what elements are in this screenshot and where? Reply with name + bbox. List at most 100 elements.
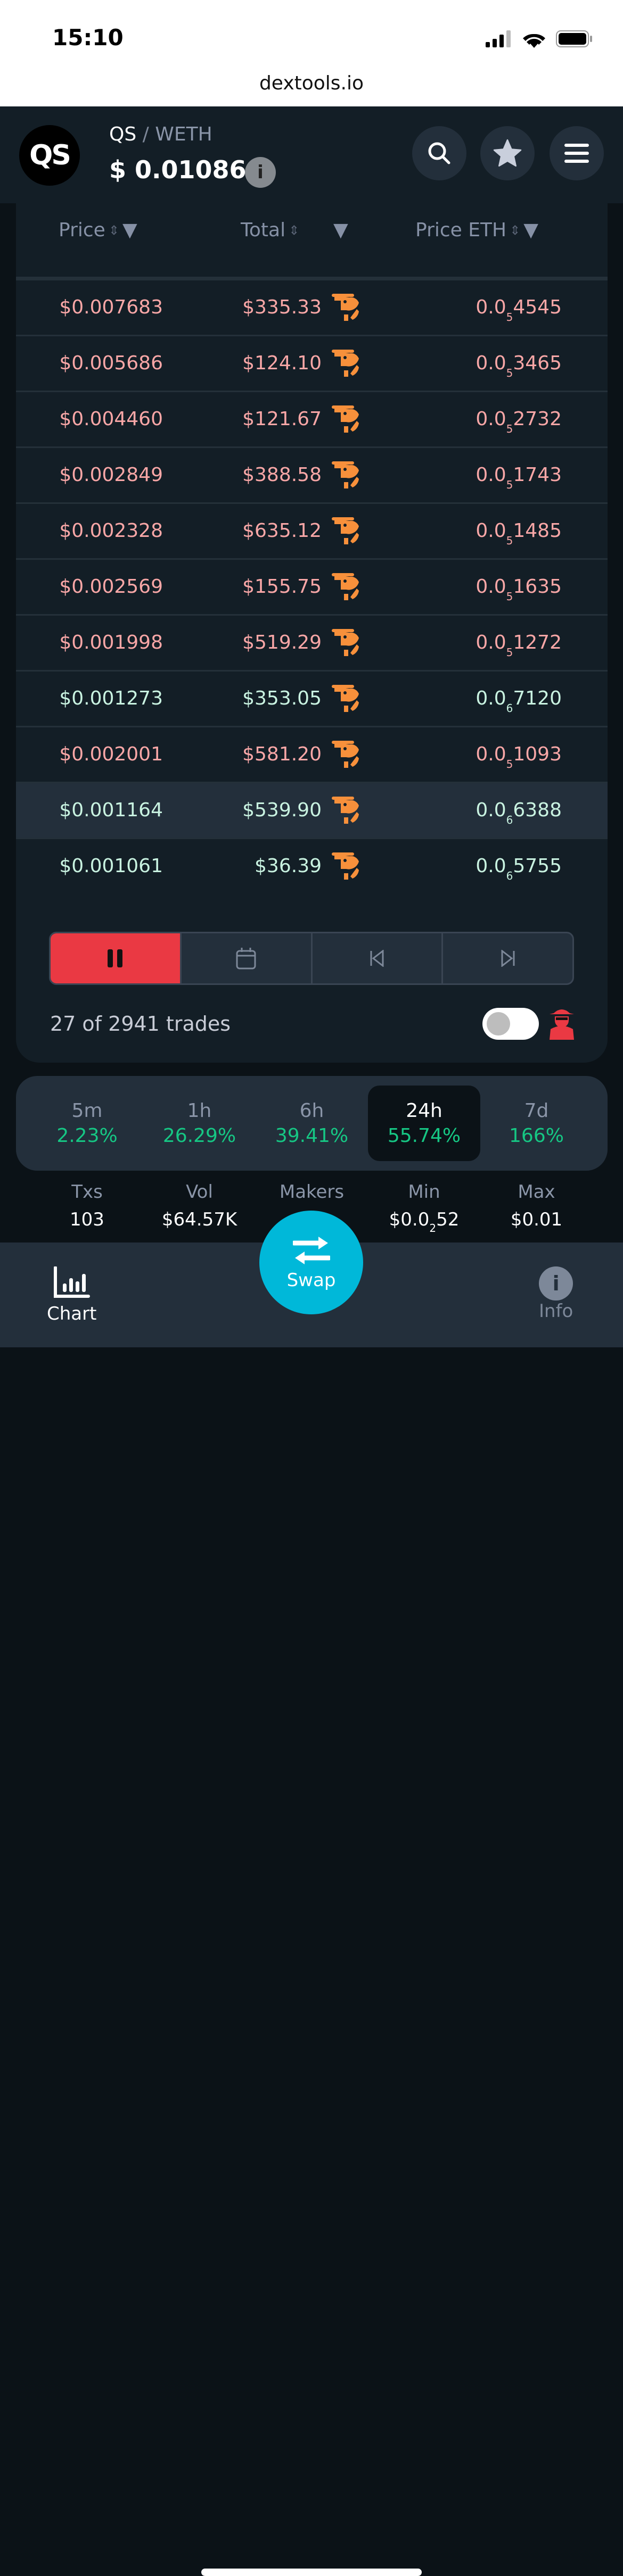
pause-button[interactable] [51,933,182,983]
trade-total: $124.10 [242,352,322,374]
maker-filter-icon[interactable]: ▼ [333,219,348,241]
shrimp-icon [332,350,359,377]
timeframe-24h[interactable]: 24h 55.74% [368,1086,480,1161]
skip-back-icon [370,950,384,967]
table-row[interactable]: $0.001061 $36.39 0.065755 [16,838,608,893]
shrimp-icon [332,629,359,656]
url-bar[interactable]: dextools.io [259,72,364,94]
timeframe-change: 2.23% [56,1125,118,1147]
clock: 15:10 [52,24,124,51]
trade-total: $581.20 [242,743,322,765]
trade-price-eth: 0.065755 [476,855,562,882]
date-picker-button[interactable] [182,933,313,983]
previous-button[interactable] [313,933,444,983]
shrimp-icon [332,517,359,544]
trade-price: $0.004460 [59,408,163,430]
swap-arrows-icon [292,1236,330,1264]
sort-icon[interactable]: ⇕ [510,222,521,238]
trade-price-eth: 0.051485 [476,520,562,547]
token-header: QS QS / WETH $ 0.01086 i [0,106,623,203]
spy-icon[interactable] [548,1006,575,1040]
column-price[interactable]: Price ⇕ ▼ [59,219,137,241]
trade-price-eth: 0.051743 [476,464,562,491]
stat-value: $64.57K [161,1209,237,1230]
timeframe-change: 55.74% [387,1125,461,1147]
column-price-eth[interactable]: Price ETH ⇕ ▼ [415,219,538,241]
column-total[interactable]: Total ⇕ [241,219,300,241]
table-row[interactable]: $0.002569 $155.75 0.051635 [16,558,608,614]
info-icon: i [539,1266,573,1301]
nav-chart-label: Chart [47,1303,97,1324]
table-row[interactable]: $0.001164 $539.90 0.066388 [16,782,608,838]
stat-txs: Txs 103 [31,1181,143,1230]
timeframe-7d[interactable]: 7d 166% [480,1086,593,1161]
swap-label: Swap [286,1269,336,1291]
table-row[interactable]: $0.004460 $121.67 0.052732 [16,391,608,446]
stat-label: Vol [186,1181,213,1203]
shrimp-icon [332,573,359,600]
stat-value: $0.0252 [389,1209,460,1235]
pause-icon [108,949,123,967]
trade-price: $0.002849 [59,464,163,486]
stat-makers: Makers [256,1181,368,1230]
next-button[interactable] [443,933,572,983]
timeframe-6h[interactable]: 6h 39.41% [256,1086,368,1161]
timeframe-label: 5m [71,1100,103,1122]
token-price: $ 0.01086 [109,155,247,184]
timeframe-5m[interactable]: 5m 2.23% [31,1086,143,1161]
table-row[interactable]: $0.001998 $519.29 0.051272 [16,614,608,670]
nav-info[interactable]: i Info [539,1266,573,1322]
menu-button[interactable] [550,126,604,180]
nav-info-label: Info [539,1301,573,1322]
table-row[interactable]: $0.007683 $335.33 0.054545 [16,279,608,335]
shrimp-icon [332,405,359,433]
favorite-button[interactable] [480,126,535,180]
home-indicator [201,2569,422,2576]
star-icon [493,139,522,167]
trade-total: $635.12 [242,520,322,542]
stats-row: Txs 103 Vol $64.57K Makers Min $0.0252 Max $0.01 [16,1181,608,1235]
trade-total: $388.58 [242,464,322,486]
table-row[interactable]: $0.005686 $124.10 0.053465 [16,335,608,391]
hide-bots-toggle[interactable] [482,1008,539,1040]
trades-panel: Price ⇕ ▼ Total ⇕ ▼ Price ETH ⇕ ▼ $0.007683 $… [16,203,608,1063]
trade-price-eth: 0.054545 [476,296,562,324]
shrimp-icon [332,461,359,488]
sort-icon[interactable]: ⇕ [108,222,119,238]
trade-price: $0.002569 [59,576,163,598]
timeframe-1h[interactable]: 1h 26.29% [143,1086,256,1161]
timeframe-label: 7d [524,1100,549,1122]
stat-max: Max $0.01 [480,1181,593,1230]
trade-price-eth: 0.053465 [476,352,562,379]
table-row[interactable]: $0.002849 $388.58 0.051743 [16,446,608,502]
stat-value: 103 [70,1209,104,1230]
search-button[interactable] [412,126,466,180]
timeframe-label: 6h [299,1100,324,1122]
trade-total: $539.90 [242,799,322,821]
table-row[interactable]: $0.002001 $581.20 0.051093 [16,726,608,782]
shrimp-icon [332,685,359,712]
table-row[interactable]: $0.002328 $635.12 0.051485 [16,502,608,558]
table-row[interactable]: $0.001273 $353.05 0.067120 [16,670,608,726]
filter-icon[interactable]: ▼ [523,219,538,241]
swap-button[interactable]: Swap [259,1211,363,1314]
price-info-icon[interactable]: i [245,157,276,188]
trade-price-eth: 0.066388 [476,799,562,826]
trade-total: $335.33 [242,296,322,318]
trades-table: $0.007683 $335.33 0.054545 $0.005686 $124… [16,277,608,893]
trade-total: $519.29 [242,632,322,653]
sort-icon[interactable]: ⇕ [289,222,300,238]
shrimp-icon [332,741,359,768]
token-logo: QS [19,125,80,186]
timeframe-change: 166% [509,1125,564,1147]
trade-price-eth: 0.052732 [476,408,562,435]
nav-chart[interactable]: Chart [47,1266,96,1324]
shrimp-icon [332,852,359,880]
hamburger-icon [564,144,589,163]
timeframe-label: 24h [406,1100,442,1122]
filter-icon[interactable]: ▼ [122,219,137,241]
timeframe-selector: 5m 2.23% 1h 26.29% 6h 39.41% 24h 55.74% 7d 166% [16,1076,608,1171]
timeframe-change: 26.29% [162,1125,236,1147]
stat-label: Min [408,1181,440,1203]
skip-forward-icon [501,950,515,967]
